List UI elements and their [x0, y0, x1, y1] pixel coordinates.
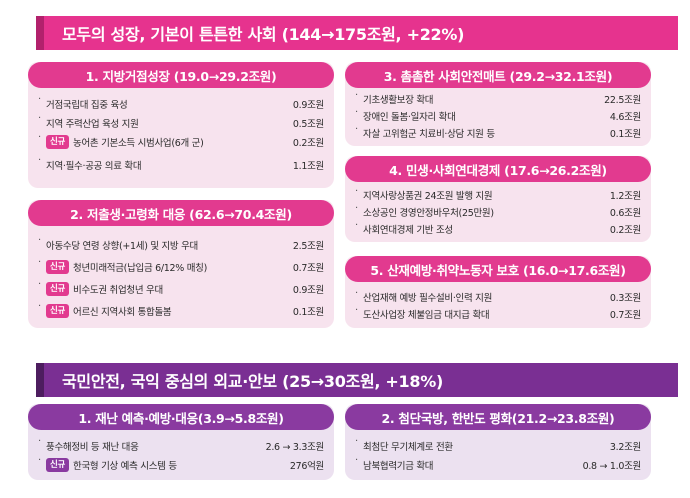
- list-item: 거점국립대 집중 육성0.9조원: [38, 94, 324, 113]
- section2-title: 국민안전, 국익 중심의 외교·안보 (25→30조원, +18%): [62, 372, 443, 391]
- new-badge: 신규: [46, 134, 70, 149]
- section1-title: 모두의 성장, 기본이 튼튼한 사회 (144→175조원, +22%): [62, 25, 465, 44]
- list-item: 최첨단 무기체계로 전환3.2조원: [355, 436, 641, 455]
- card-regional-growth: 1. 지방거점성장 (19.0→29.2조원) 거점국립대 집중 육성0.9조원…: [28, 62, 334, 188]
- card-disaster-response: 1. 재난 예측·예방·대응(3.9→5.8조원) 풍수해정비 등 재난 대응2…: [28, 404, 334, 480]
- card-title: 5. 산재예방·취약노동자 보호 (16.0→17.6조원): [345, 256, 651, 282]
- list-item: 소상공인 경영안정바우처(25만원)0.6조원: [355, 203, 641, 220]
- card-title: 4. 민생·사회연대경제 (17.6→26.2조원): [345, 156, 651, 182]
- list-item: 지역사랑상품권 24조원 발행 지원1.2조원: [355, 186, 641, 203]
- list-item: 장애인 돌봄·일자리 확대4.6조원: [355, 107, 641, 124]
- new-badge: 신규: [46, 281, 70, 296]
- card-livelihood-economy: 4. 민생·사회연대경제 (17.6→26.2조원) 지역사랑상품권 24조원 …: [345, 156, 651, 242]
- list-item: 도산사업장 체불임금 대지급 확대0.7조원: [355, 305, 641, 322]
- new-badge: 신규: [46, 259, 70, 274]
- list-item: 자살 고위험군 치료비·상담 지원 등0.1조원: [355, 124, 641, 141]
- section1-banner: 모두의 성장, 기본이 튼튼한 사회 (144→175조원, +22%): [36, 16, 678, 50]
- list-item: 지역·필수·공공 의료 확대1.1조원: [38, 155, 324, 174]
- card-title: 1. 지방거점성장 (19.0→29.2조원): [28, 62, 334, 88]
- card-defense-peace: 2. 첨단국방, 한반도 평화(21.2→23.8조원) 최첨단 무기체계로 전…: [345, 404, 651, 480]
- card-title: 3. 촘촘한 사회안전매트 (29.2→32.1조원): [345, 62, 651, 88]
- card-industrial-safety: 5. 산재예방·취약노동자 보호 (16.0→17.6조원) 산업재해 예방 필…: [345, 256, 651, 328]
- list-item: 지역 주력산업 육성 지원0.5조원: [38, 113, 324, 132]
- list-item: 산업재해 예방 필수설비·인력 지원0.3조원: [355, 288, 641, 305]
- new-badge: 신규: [46, 457, 70, 472]
- card-title: 1. 재난 예측·예방·대응(3.9→5.8조원): [28, 404, 334, 430]
- new-badge: 신규: [46, 303, 70, 318]
- list-item: 남북협력기금 확대0.8 → 1.0조원: [355, 455, 641, 474]
- list-item: 풍수해정비 등 재난 대응2.6 → 3.3조원: [38, 436, 324, 455]
- card-title: 2. 저출생·고령화 대응 (62.6→70.4조원): [28, 200, 334, 226]
- list-item: 아동수당 연령 상향(+1세) 및 지방 우대2.5조원: [38, 235, 324, 254]
- section2-banner: 국민안전, 국익 중심의 외교·안보 (25→30조원, +18%): [36, 363, 678, 397]
- card-title: 2. 첨단국방, 한반도 평화(21.2→23.8조원): [345, 404, 651, 430]
- card-social-safety-net: 3. 촘촘한 사회안전매트 (29.2→32.1조원) 기초생활보장 확대22.…: [345, 62, 651, 146]
- list-item: 사회연대경제 기반 조성0.2조원: [355, 220, 641, 237]
- card-low-birth-aging: 2. 저출생·고령화 대응 (62.6→70.4조원) 아동수당 연령 상향(+…: [28, 200, 334, 328]
